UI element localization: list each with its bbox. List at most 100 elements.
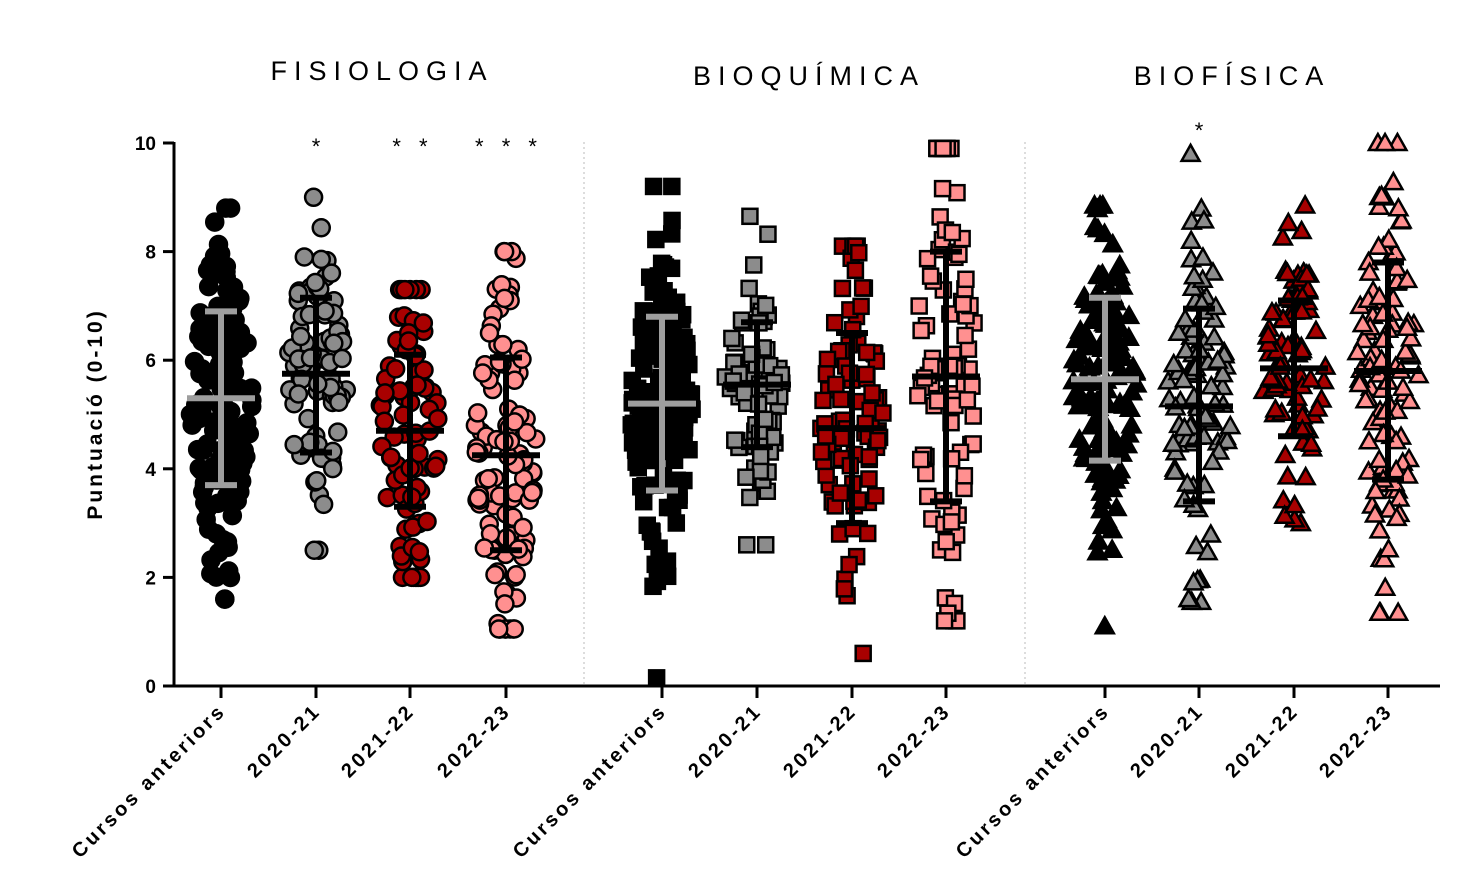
data-point	[1100, 518, 1124, 539]
data-point	[647, 230, 665, 249]
data-point	[1215, 429, 1239, 450]
data-point	[1377, 537, 1400, 558]
data-point	[937, 532, 955, 551]
data-point	[315, 301, 335, 321]
data-point	[827, 375, 845, 394]
data-point	[288, 384, 309, 404]
data-point	[918, 249, 937, 268]
data-point	[1174, 307, 1197, 328]
data-point	[1374, 576, 1397, 597]
data-point	[840, 555, 858, 574]
data-point	[195, 493, 215, 513]
panel-titles: FISIOLOGIA BIOQUÍMICA BIOFÍSICA	[270, 56, 1323, 91]
data-point	[479, 323, 500, 343]
data-point	[1295, 262, 1318, 283]
significance-marker: * *	[392, 134, 433, 159]
data-point	[1101, 232, 1124, 253]
data-point	[187, 439, 208, 460]
data-point	[1091, 193, 1114, 214]
data-point	[220, 567, 241, 588]
data-point	[385, 359, 406, 379]
data-point	[1105, 496, 1128, 517]
data-point	[198, 370, 218, 391]
data-point	[374, 411, 395, 432]
data-point	[833, 279, 852, 298]
data-point	[1108, 391, 1132, 412]
data-point	[216, 198, 236, 218]
y-tick-label: 4	[145, 460, 156, 481]
data-point	[1086, 300, 1109, 321]
data-point	[236, 447, 256, 467]
data-point	[1172, 368, 1195, 389]
axes	[172, 142, 1440, 688]
data-point	[954, 295, 972, 314]
data-point	[956, 326, 974, 345]
data-point	[495, 594, 515, 614]
data-point	[381, 447, 401, 467]
data-point	[921, 267, 940, 285]
data-point	[1346, 340, 1369, 361]
y-tick-label: 0	[145, 677, 156, 698]
data-point	[1364, 479, 1387, 500]
x-tick-label: 2022-23	[433, 700, 515, 782]
data-point	[680, 440, 698, 459]
y-tick-label: 8	[145, 243, 156, 264]
significance-markers: * * * * * * *	[312, 118, 1204, 159]
data-point	[1203, 325, 1226, 346]
data-point	[1293, 193, 1317, 214]
data-point	[485, 564, 505, 585]
data-point	[759, 225, 777, 243]
data-point	[413, 313, 434, 333]
x-tick-label: 2020-21	[243, 700, 325, 782]
data-point	[1161, 432, 1185, 452]
data-point	[928, 392, 947, 410]
data-point	[1299, 367, 1322, 388]
data-point	[756, 296, 775, 315]
data-point	[218, 537, 238, 557]
data-point	[1304, 319, 1328, 340]
data-point	[1120, 413, 1143, 434]
data-point	[1104, 468, 1127, 489]
data-point	[522, 482, 543, 503]
data-point	[1290, 338, 1313, 359]
data-point	[1117, 304, 1141, 325]
data-point	[1398, 389, 1421, 410]
data-point	[1206, 349, 1229, 369]
data-point	[290, 326, 311, 347]
data-point	[831, 484, 850, 502]
data-point	[1368, 601, 1391, 621]
data-point	[1382, 170, 1405, 191]
data-point	[737, 536, 756, 554]
data-point	[647, 669, 666, 687]
y-ticks: 0 2 4 6 8 10	[135, 134, 174, 698]
data-point	[644, 283, 662, 301]
data-point	[294, 247, 315, 267]
data-points	[180, 131, 1430, 687]
data-point	[229, 291, 249, 311]
data-point	[1106, 317, 1129, 338]
data-point	[723, 329, 741, 348]
data-point	[858, 524, 877, 543]
data-point	[667, 293, 686, 312]
data-point	[624, 432, 642, 450]
data-point	[1276, 261, 1299, 282]
data-point	[835, 580, 854, 598]
data-point	[1294, 465, 1317, 486]
data-point	[964, 407, 982, 425]
data-point	[1093, 614, 1116, 635]
data-point	[860, 470, 878, 488]
data-point	[850, 243, 868, 262]
data-point	[375, 383, 395, 403]
data-point	[1180, 229, 1203, 250]
data-point	[313, 494, 334, 515]
significance-marker: * * *	[475, 134, 543, 159]
data-point	[1184, 534, 1208, 555]
data-point	[324, 333, 344, 354]
data-point	[1182, 264, 1206, 285]
data-point	[1357, 429, 1381, 450]
data-point	[1373, 547, 1396, 568]
data-point	[636, 337, 654, 356]
data-point	[1390, 208, 1413, 229]
data-point	[284, 434, 304, 455]
data-point	[417, 511, 437, 532]
